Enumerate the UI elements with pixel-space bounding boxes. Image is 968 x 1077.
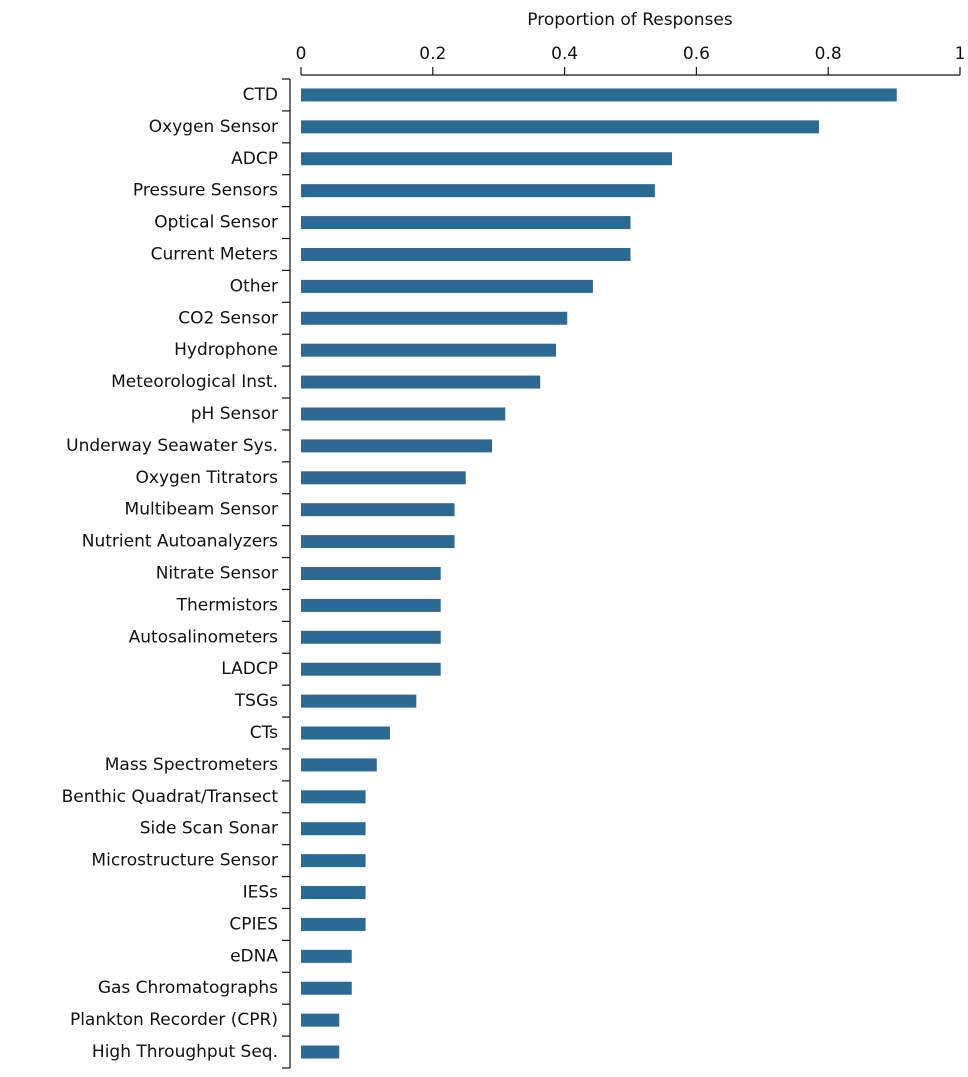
y-tick-label: CPIES <box>229 914 278 934</box>
y-tick-label: Pressure Sensors <box>133 181 278 201</box>
bar <box>301 949 352 963</box>
y-tick-label: LADCP <box>221 659 278 679</box>
y-tick-label: Other <box>230 276 278 296</box>
bar <box>301 439 493 453</box>
y-tick-label: IESs <box>243 883 279 903</box>
y-tick-label: Hydrophone <box>174 340 278 360</box>
bar <box>301 790 366 804</box>
y-tick-label: Nitrate Sensor <box>156 564 278 584</box>
bar <box>301 247 631 261</box>
bar <box>301 726 390 740</box>
y-tick-label: Microstructure Sensor <box>91 851 278 871</box>
bar <box>301 822 366 836</box>
y-tick-label: Multibeam Sensor <box>125 500 278 520</box>
y-tick-label: Underway Seawater Sys. <box>66 436 278 456</box>
y-tick-label: High Throughput Seq. <box>92 1042 278 1062</box>
bar <box>301 343 557 357</box>
y-tick-label: Mass Spectrometers <box>105 755 278 775</box>
bar <box>301 1045 340 1059</box>
y-tick-label: Benthic Quadrat/Transect <box>62 787 279 807</box>
bar <box>301 407 506 421</box>
bar <box>301 535 455 549</box>
y-tick-label: Current Meters <box>151 244 278 264</box>
y-tick-label: CO2 Sensor <box>178 308 278 328</box>
x-tick-label: 0.2 <box>419 44 446 64</box>
bar <box>301 567 441 580</box>
x-tick-label: 0.8 <box>815 44 842 64</box>
bar <box>301 503 455 517</box>
y-tick-label: CTs <box>250 723 278 743</box>
bar <box>301 279 593 293</box>
y-tick-label: Autosalinometers <box>129 627 278 647</box>
bar <box>301 598 441 612</box>
bar <box>301 311 568 325</box>
x-tick-label: 0.6 <box>683 44 710 64</box>
x-axis-title: Proportion of Responses <box>527 10 733 30</box>
bar <box>301 662 441 676</box>
y-tick-label: CTD <box>243 85 278 105</box>
bar <box>301 184 655 198</box>
y-tick-label: ADCP <box>231 149 278 169</box>
bar <box>301 886 366 900</box>
bar <box>301 152 673 166</box>
y-tick-label: pH Sensor <box>191 404 278 424</box>
bar <box>301 981 352 995</box>
y-tick-label: TSGs <box>234 691 278 711</box>
bar <box>301 120 819 134</box>
x-tick-label: 0 <box>296 44 307 64</box>
y-tick-label: Nutrient Autoanalyzers <box>82 532 278 552</box>
x-tick-label: 0.4 <box>551 44 578 64</box>
bar <box>301 694 417 708</box>
y-tick-label: Gas Chromatographs <box>98 978 278 998</box>
bar <box>301 758 377 772</box>
y-tick-label: Thermistors <box>176 595 279 615</box>
bar <box>301 630 441 644</box>
bar <box>301 216 631 230</box>
y-tick-label: Oxygen Titrators <box>136 468 279 488</box>
x-tick-label: 1 <box>955 44 966 64</box>
bar <box>301 854 366 868</box>
y-tick-label: Side Scan Sonar <box>140 819 278 839</box>
y-tick-label: Meteorological Inst. <box>111 372 278 392</box>
y-tick-label: Oxygen Sensor <box>149 117 278 137</box>
y-tick-label: Optical Sensor <box>154 213 278 233</box>
bar <box>301 1013 340 1027</box>
y-tick-label: Plankton Recorder (CPR) <box>70 1010 278 1030</box>
bar <box>301 375 541 389</box>
bar <box>301 88 897 102</box>
bar <box>301 471 466 485</box>
y-tick-label: eDNA <box>230 946 278 966</box>
bar <box>301 917 366 931</box>
